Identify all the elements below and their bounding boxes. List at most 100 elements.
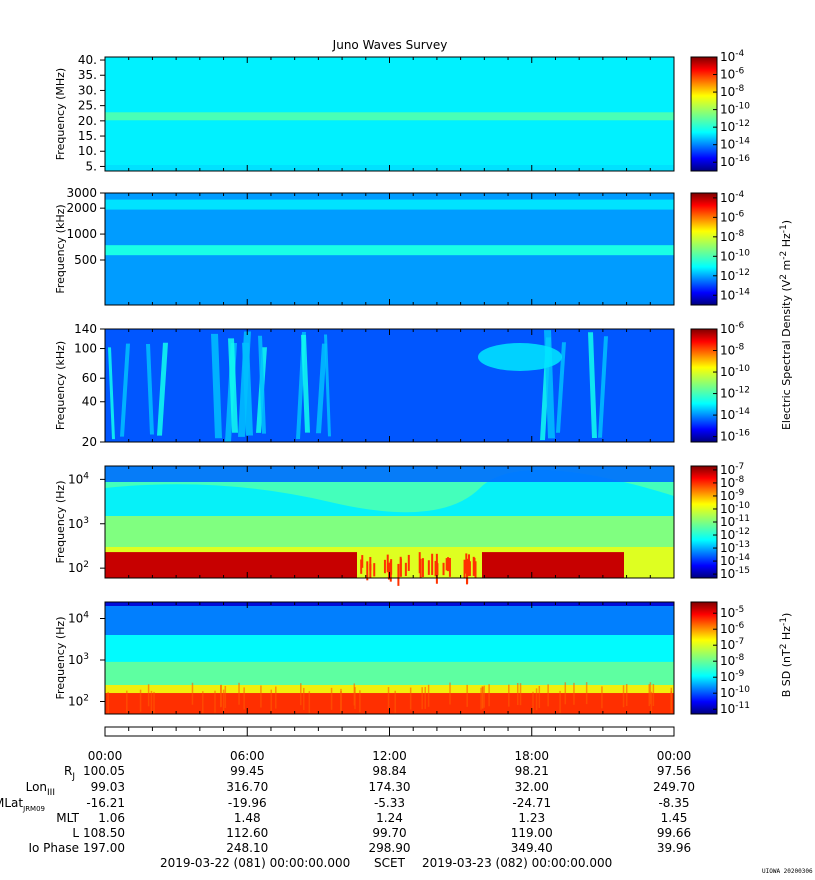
electric-spectral-density-title: Electric Spectral Density (V2 m-2 Hz-1) <box>779 220 793 430</box>
emission-spike <box>419 558 422 579</box>
ephemeris-value: -19.96 <box>228 796 267 810</box>
y-tick-label: 140 <box>74 322 97 336</box>
ephemeris-value: 1.48 <box>234 811 261 825</box>
fluctuation-line <box>126 690 128 713</box>
ephemeris-value: 99.03 <box>91 780 125 794</box>
fluctuation-line <box>300 683 302 706</box>
fluctuation-line <box>585 682 588 705</box>
emission-band <box>105 245 674 256</box>
colorbar-label: 10-4 <box>720 190 745 205</box>
fluctuation-line <box>424 686 427 709</box>
y-axis-label: Frequency (kHz) <box>54 204 67 293</box>
burst-streak <box>556 342 566 433</box>
ephemeris-table: RJ 100.05 99.45 98.84 98.21 97.56 LonIII 99.03 3… <box>0 764 695 855</box>
colorbar-label: 10-8 <box>720 653 745 668</box>
fluctuation-line <box>625 683 628 706</box>
y-tick-label: 100 <box>74 342 97 356</box>
burst-streak <box>588 332 597 438</box>
y-tick-label: 30. <box>78 83 97 97</box>
fluctuation-line <box>516 683 519 706</box>
fluctuation-line <box>409 687 412 710</box>
emission-spike <box>468 554 471 577</box>
emission-spike <box>435 562 438 584</box>
footer-start-time: 2019-03-22 (081) 00:00:00.000 <box>160 856 350 870</box>
y-tick-label: 1000 <box>66 227 97 241</box>
emission-spike <box>421 558 424 578</box>
fluctuation-line <box>308 691 311 714</box>
emission-spike <box>404 562 407 577</box>
spectrogram-background <box>105 329 674 442</box>
colorbar-label: 10-8 <box>720 229 745 244</box>
emission-spike <box>361 555 364 568</box>
ephemeris-value: 100.05 <box>83 764 125 778</box>
fluctuation-line <box>139 689 142 712</box>
fluctuation-line <box>222 689 225 712</box>
colorbar-label: 10-7 <box>720 637 744 652</box>
burst-streak <box>242 342 253 436</box>
burst-streak <box>211 333 222 439</box>
colorbar-scale <box>690 465 718 579</box>
colorbar-label: 10-12 <box>720 119 750 134</box>
footer-scet-label: SCET <box>374 856 406 870</box>
y-tick-label: 104 <box>68 611 89 626</box>
processing-stamp: UIOWA 20200306 <box>762 868 813 875</box>
colorbar-4: 10-710-810-910-1010-1110-1210-1310-1410-… <box>690 462 750 581</box>
y-axis-label: Frequency (kHz) <box>54 341 67 430</box>
fluctuation-line <box>573 682 575 705</box>
fluctuation-line <box>107 691 109 714</box>
y-axis-label: Frequency (Hz) <box>54 481 67 564</box>
fluctuation-line <box>330 687 333 710</box>
fluctuation-line <box>670 691 672 714</box>
time-tick-label: 00:00 <box>88 749 123 763</box>
fluctuation-line <box>220 685 222 708</box>
fluctuation-line <box>547 684 549 707</box>
colorbar-1: 10-4 10-6 10-8 10-10 10-12 10-14 10-16 <box>690 49 750 172</box>
emission-spike <box>435 553 438 571</box>
y-tick-exp: 2 <box>83 694 89 704</box>
emission-spike <box>431 553 434 575</box>
emission-spike <box>373 563 376 577</box>
fluctuation-line <box>480 687 482 710</box>
power-band <box>105 635 674 662</box>
fluctuation-line <box>488 684 490 707</box>
colorbar-label: 10-12 <box>720 527 750 542</box>
emission-spike <box>399 556 402 577</box>
colorbar-label: 10-16 <box>720 154 750 169</box>
colorbar-label: 10-6 <box>720 209 745 224</box>
fluctuation-line <box>538 685 541 708</box>
fluctuation-line <box>649 682 652 705</box>
fluctuation-line <box>224 685 227 708</box>
panel-3: 140 100 60 40 20 Frequency (kHz) <box>54 322 675 449</box>
y-tick-label: 103 <box>68 652 89 667</box>
y-tick-label: 25. <box>78 99 97 113</box>
y-tick-exp: 3 <box>83 516 89 526</box>
ephemeris-value: 174.30 <box>369 780 411 794</box>
emission-spike <box>466 558 469 575</box>
y-tick-label: 102 <box>68 694 89 709</box>
intense-emission-block <box>482 552 624 578</box>
ephemeris-value: -5.33 <box>374 796 405 810</box>
emission-spike <box>369 556 372 571</box>
ephemeris-value: -8.35 <box>658 796 689 810</box>
ephemeris-row-label: L <box>72 826 79 840</box>
y-tick-base: 10 <box>68 472 83 486</box>
ephemeris-value: -24.71 <box>512 796 551 810</box>
colorbar-scale <box>690 192 718 306</box>
ephemeris-value: 1.23 <box>518 811 545 825</box>
fluctuation-line <box>650 691 653 714</box>
colorbar-label: 10-12 <box>720 268 750 283</box>
colorbar-label: 10-11 <box>720 701 750 716</box>
ephemeris-row-label: MLatJRM09 <box>0 796 45 813</box>
colorbar-label: 10-14 <box>720 287 750 302</box>
colorbar-scale <box>690 601 718 715</box>
fluctuation-line <box>564 682 567 705</box>
burst-streak <box>146 344 154 435</box>
ephemeris-value: 349.40 <box>511 841 553 855</box>
y-tick-base: 10 <box>68 612 83 626</box>
emission-spike <box>366 561 369 581</box>
b-spectral-density-title: B SD (nT2 Hz-1) <box>779 613 793 698</box>
burst-streak <box>301 334 310 433</box>
ephemeris-value: 99.70 <box>372 826 406 840</box>
